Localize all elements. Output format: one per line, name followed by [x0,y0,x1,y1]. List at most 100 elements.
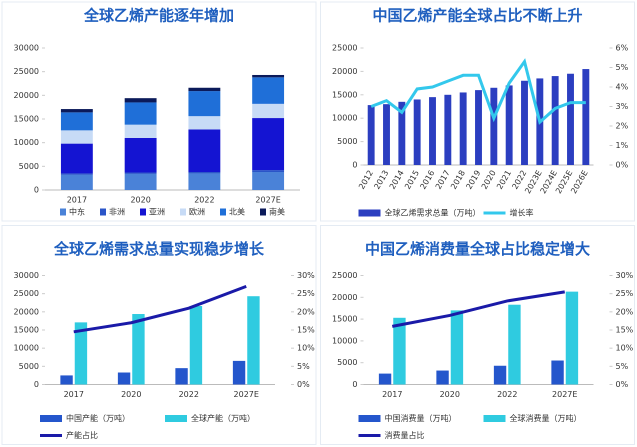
bar-segment [188,116,221,130]
bar [444,94,452,165]
bar-segment [60,143,93,174]
bar [475,90,482,165]
x-tick-label: 2022 [497,390,517,399]
bar [393,317,406,385]
chart-title: 全球乙烯产能逐年增加 [83,7,234,25]
x-tick-label: 2020 [440,390,460,399]
y-tick-label: 25000 [14,289,39,298]
bar [450,310,464,385]
y-tick-label: 0 [34,380,39,389]
bar [232,360,246,385]
y-tick-label: 25000 [14,67,39,76]
y-tick-label: 0 [352,161,357,170]
y-tick-label: 20000 [332,67,357,76]
bar-segment [252,103,285,119]
y-tick-label: 20000 [14,91,39,100]
y2-tick-label: 25% [297,289,315,298]
bar [175,368,188,385]
bar-segment [60,112,93,131]
legend-label: 中国产能（万吨） [66,413,130,423]
y2-tick-label: 2% [616,122,629,131]
legend-swatch [165,415,187,422]
legend-swatch [100,208,106,216]
bar-segment [124,98,157,103]
legend-label: 全球产能（万吨） [191,413,255,423]
legend-swatch [60,208,66,216]
y-tick-label: 30000 [14,271,39,280]
bar [74,322,88,385]
y-tick-label: 15000 [332,315,357,324]
y2-tick-label: 1% [616,141,629,150]
y-tick-label: 15000 [14,326,39,335]
y-tick-label: 10000 [14,344,39,353]
bar [551,76,559,165]
legend-label: 全球乙烯需求总量（万吨） [385,208,481,218]
y2-tick-label: 25% [616,289,634,298]
legend-swatch [140,208,146,216]
y2-tick-label: 30% [297,271,315,280]
chart-panel: 中国乙烯产能全球占比不断上升 0 5000 10000 15000 20000 25000 0… [320,1,635,222]
legend-swatch [358,415,381,422]
legend-label: 消费量占比 [385,430,425,440]
y-tick-label: 10000 [14,138,39,147]
panel-background [320,225,635,445]
legend-label: 全球消费量（万吨） [510,413,582,423]
y2-tick-label: 6% [616,44,629,53]
y-tick-label: 5000 [337,358,357,367]
y2-tick-label: 5% [616,63,629,72]
y2-tick-label: 15% [616,326,634,335]
bar-segment [60,109,93,113]
bar [367,105,375,165]
bar [117,372,131,385]
bar [383,104,390,165]
bar [132,314,145,385]
x-tick-label: 2020 [130,196,150,205]
y2-tick-label: 0% [297,380,310,389]
legend-label: 产能占比 [66,430,98,440]
bar [505,85,513,165]
bar-segment [252,74,285,78]
bar-segment [124,137,157,173]
line-series [73,284,247,334]
bar-segment [252,172,285,190]
y2-tick-label: 5% [297,362,310,371]
bar [508,304,521,385]
legend-swatch [483,415,506,422]
panel-background [1,225,317,445]
x-tick-label: 2022 [179,390,199,399]
y-tick-label: 30000 [14,44,39,53]
y-tick-label: 15000 [14,115,39,124]
bar-segment [60,174,93,190]
bar [378,373,392,385]
chart-title: 中国乙烯消费量全球占比稳定增大 [365,240,590,258]
legend-swatch [220,208,226,216]
legend-swatch [358,209,381,217]
x-tick-label: 2017 [382,390,402,399]
bar-segment [252,77,285,104]
x-tick-label: 2017 [67,196,87,205]
chart-panel: 全球乙烯产能逐年增加 0 5000 10000 15000 20000 25000 30000… [1,1,317,222]
y-tick-label: 10000 [332,336,357,345]
y2-tick-label: 10% [616,344,634,353]
y2-tick-label: 20% [297,307,315,316]
y2-tick-label: 3% [616,102,629,111]
legend-swatch [260,208,266,216]
bar-segment [188,173,221,190]
y2-tick-label: 30% [616,271,634,280]
bar-segment [124,124,157,138]
chart-title: 中国乙烯产能全球占比不断上升 [372,7,582,25]
bar [247,296,260,385]
bar [521,80,528,165]
bar [60,375,73,385]
y2-tick-label: 0% [616,380,629,389]
y-tick-label: 25000 [332,271,357,280]
bar [459,92,467,165]
x-tick-label: 2027E [552,390,577,399]
y2-tick-label: 20% [616,307,634,316]
chart-title: 全球乙烯需求总量实现稳步增长 [53,240,265,258]
legend-label: 非洲 [109,207,125,217]
bar [398,101,406,165]
y-tick-label: 25000 [332,44,357,53]
y2-tick-label: 4% [616,83,629,92]
y-tick-label: 20000 [14,307,39,316]
